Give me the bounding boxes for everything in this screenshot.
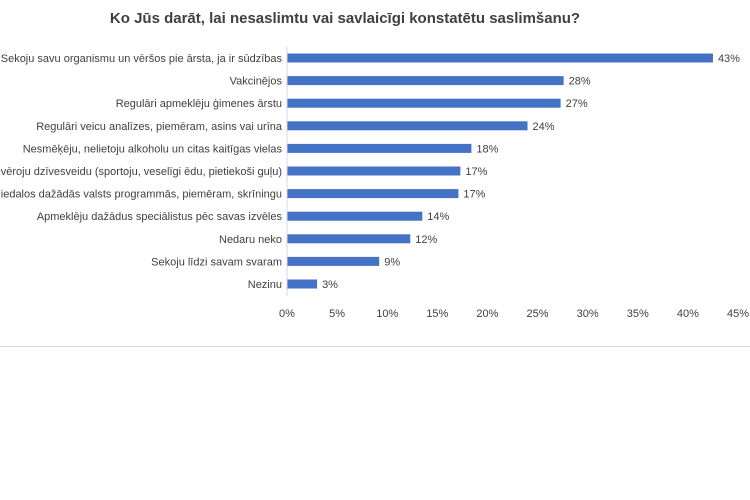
data-label: 3% bbox=[322, 279, 338, 291]
category-label: Piedalos dažādās valsts programmās, piem… bbox=[0, 189, 282, 201]
x-tick-label: 10% bbox=[376, 308, 398, 320]
data-label: 18% bbox=[476, 143, 498, 155]
category-label: Nesmēķēju, nelietoju alkoholu un citas k… bbox=[23, 143, 283, 155]
category-label: Vakcinējos bbox=[230, 76, 283, 88]
x-tick-label: 20% bbox=[476, 308, 498, 320]
data-label: 17% bbox=[465, 166, 487, 178]
category-label: Ievēroju dzīvesveidu (sportoju, veselīgi… bbox=[0, 166, 282, 178]
data-label: 27% bbox=[566, 98, 588, 110]
bar bbox=[287, 166, 461, 176]
bar bbox=[287, 279, 318, 289]
bar bbox=[287, 189, 459, 199]
bar bbox=[287, 53, 713, 63]
data-label: 17% bbox=[463, 189, 485, 201]
bar bbox=[287, 211, 423, 221]
x-tick-label: 45% bbox=[727, 308, 749, 320]
bar bbox=[287, 76, 564, 86]
category-label: Sekoju savu organismu un vēršos pie ārst… bbox=[1, 53, 283, 65]
bar bbox=[287, 256, 380, 266]
bar bbox=[287, 234, 411, 244]
bar bbox=[287, 143, 472, 153]
data-label: 24% bbox=[533, 121, 555, 133]
chart-bottom-border bbox=[0, 346, 750, 347]
data-label: 14% bbox=[427, 211, 449, 223]
category-label: Nezinu bbox=[248, 279, 282, 291]
x-tick-label: 30% bbox=[577, 308, 599, 320]
x-tick-label: 40% bbox=[677, 308, 699, 320]
x-tick-label: 0% bbox=[279, 308, 295, 320]
x-tick-label: 15% bbox=[426, 308, 448, 320]
x-tick-label: 35% bbox=[627, 308, 649, 320]
data-label: 43% bbox=[718, 53, 740, 65]
x-tick-label: 25% bbox=[527, 308, 549, 320]
category-label: Nedaru neko bbox=[219, 234, 282, 246]
bar bbox=[287, 121, 528, 131]
chart-title: Ko Jūs darāt, lai nesaslimtu vai savlaic… bbox=[109, 10, 581, 27]
category-label: Sekoju līdzi savam svaram bbox=[151, 256, 282, 268]
data-label: 9% bbox=[384, 256, 400, 268]
bar bbox=[287, 98, 561, 108]
data-label: 12% bbox=[415, 234, 437, 246]
category-label: Apmeklēju dažādus speciālistus pēc savas… bbox=[37, 211, 283, 223]
category-label: Regulāri veicu analīzes, piemēram, asins… bbox=[36, 121, 283, 133]
category-label: Regulāri apmeklēju ģimenes ārstu bbox=[116, 97, 282, 110]
data-label: 28% bbox=[569, 76, 591, 88]
x-tick-label: 5% bbox=[329, 308, 345, 320]
